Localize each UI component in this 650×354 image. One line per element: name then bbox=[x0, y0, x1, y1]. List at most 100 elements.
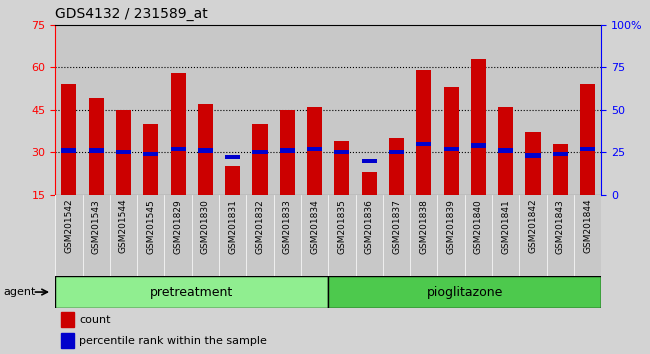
Text: count: count bbox=[79, 315, 110, 325]
Bar bbox=[55, 276, 328, 308]
Text: GSM201837: GSM201837 bbox=[392, 199, 401, 254]
Bar bbox=[274, 25, 301, 195]
Bar bbox=[465, 195, 492, 276]
Bar bbox=[137, 25, 164, 195]
Text: GSM201829: GSM201829 bbox=[174, 199, 183, 253]
Bar bbox=[410, 25, 437, 195]
Text: GSM201840: GSM201840 bbox=[474, 199, 483, 253]
Text: GDS4132 / 231589_at: GDS4132 / 231589_at bbox=[55, 7, 208, 21]
Bar bbox=[192, 195, 219, 276]
Text: GSM201838: GSM201838 bbox=[419, 199, 428, 254]
Text: GSM201839: GSM201839 bbox=[447, 199, 456, 254]
Bar bbox=[246, 195, 274, 276]
Text: agent: agent bbox=[3, 287, 36, 297]
Text: GSM201832: GSM201832 bbox=[255, 199, 265, 253]
Bar bbox=[552, 144, 568, 195]
Bar bbox=[225, 155, 240, 159]
Bar bbox=[334, 150, 350, 154]
Bar bbox=[519, 25, 547, 195]
Bar bbox=[225, 166, 240, 195]
Text: GSM201543: GSM201543 bbox=[92, 199, 101, 253]
Bar bbox=[547, 195, 574, 276]
Text: GSM201841: GSM201841 bbox=[501, 199, 510, 253]
Bar bbox=[60, 333, 74, 348]
Bar bbox=[580, 147, 595, 151]
Text: GSM201843: GSM201843 bbox=[556, 199, 565, 253]
Text: GSM201833: GSM201833 bbox=[283, 199, 292, 254]
Bar bbox=[443, 147, 459, 151]
Bar bbox=[525, 154, 541, 158]
Bar bbox=[383, 25, 410, 195]
Bar bbox=[192, 25, 219, 195]
Bar bbox=[580, 84, 595, 195]
Bar bbox=[307, 107, 322, 195]
Bar bbox=[410, 195, 437, 276]
Bar bbox=[328, 276, 601, 308]
Bar bbox=[252, 124, 268, 195]
Bar bbox=[252, 150, 268, 154]
Bar bbox=[307, 147, 322, 151]
Bar bbox=[416, 70, 432, 195]
Bar bbox=[170, 147, 186, 151]
Bar bbox=[328, 25, 356, 195]
Bar bbox=[55, 25, 83, 195]
Text: GSM201544: GSM201544 bbox=[119, 199, 128, 253]
Text: GSM201842: GSM201842 bbox=[528, 199, 538, 253]
Bar bbox=[116, 150, 131, 154]
Bar bbox=[164, 195, 192, 276]
Bar bbox=[492, 195, 519, 276]
Bar bbox=[574, 25, 601, 195]
Bar bbox=[61, 148, 77, 153]
Bar bbox=[60, 312, 74, 327]
Bar bbox=[219, 195, 246, 276]
Text: GSM201835: GSM201835 bbox=[337, 199, 346, 254]
Text: GSM201542: GSM201542 bbox=[64, 199, 73, 253]
Text: GSM201844: GSM201844 bbox=[583, 199, 592, 253]
Bar bbox=[519, 195, 547, 276]
Text: GSM201834: GSM201834 bbox=[310, 199, 319, 253]
Bar bbox=[389, 150, 404, 154]
Bar bbox=[552, 152, 568, 156]
Bar bbox=[274, 195, 301, 276]
Bar bbox=[110, 195, 137, 276]
Bar bbox=[301, 195, 328, 276]
Bar bbox=[246, 25, 274, 195]
Bar bbox=[143, 152, 159, 156]
Bar bbox=[361, 172, 377, 195]
Bar bbox=[116, 110, 131, 195]
Text: GSM201545: GSM201545 bbox=[146, 199, 155, 253]
Bar bbox=[437, 25, 465, 195]
Bar bbox=[361, 159, 377, 163]
Bar bbox=[356, 25, 383, 195]
Text: GSM201836: GSM201836 bbox=[365, 199, 374, 254]
Text: GSM201830: GSM201830 bbox=[201, 199, 210, 254]
Bar bbox=[471, 143, 486, 148]
Text: pretreatment: pretreatment bbox=[150, 286, 233, 298]
Bar bbox=[498, 148, 514, 153]
Bar bbox=[219, 25, 246, 195]
Bar bbox=[137, 195, 164, 276]
Bar bbox=[471, 59, 486, 195]
Bar bbox=[198, 104, 213, 195]
Bar bbox=[164, 25, 192, 195]
Bar bbox=[547, 25, 574, 195]
Bar bbox=[356, 195, 383, 276]
Bar bbox=[55, 195, 83, 276]
Bar bbox=[61, 84, 77, 195]
Bar bbox=[110, 25, 137, 195]
Bar bbox=[301, 25, 328, 195]
Text: GSM201831: GSM201831 bbox=[228, 199, 237, 254]
Bar bbox=[498, 107, 514, 195]
Bar bbox=[83, 195, 110, 276]
Bar bbox=[198, 148, 213, 153]
Bar bbox=[416, 142, 432, 146]
Bar bbox=[334, 141, 350, 195]
Text: pioglitazone: pioglitazone bbox=[426, 286, 503, 298]
Bar bbox=[328, 195, 356, 276]
Bar bbox=[143, 124, 159, 195]
Bar bbox=[280, 148, 295, 153]
Bar bbox=[389, 138, 404, 195]
Text: percentile rank within the sample: percentile rank within the sample bbox=[79, 336, 267, 346]
Bar bbox=[88, 148, 104, 153]
Bar bbox=[465, 25, 492, 195]
